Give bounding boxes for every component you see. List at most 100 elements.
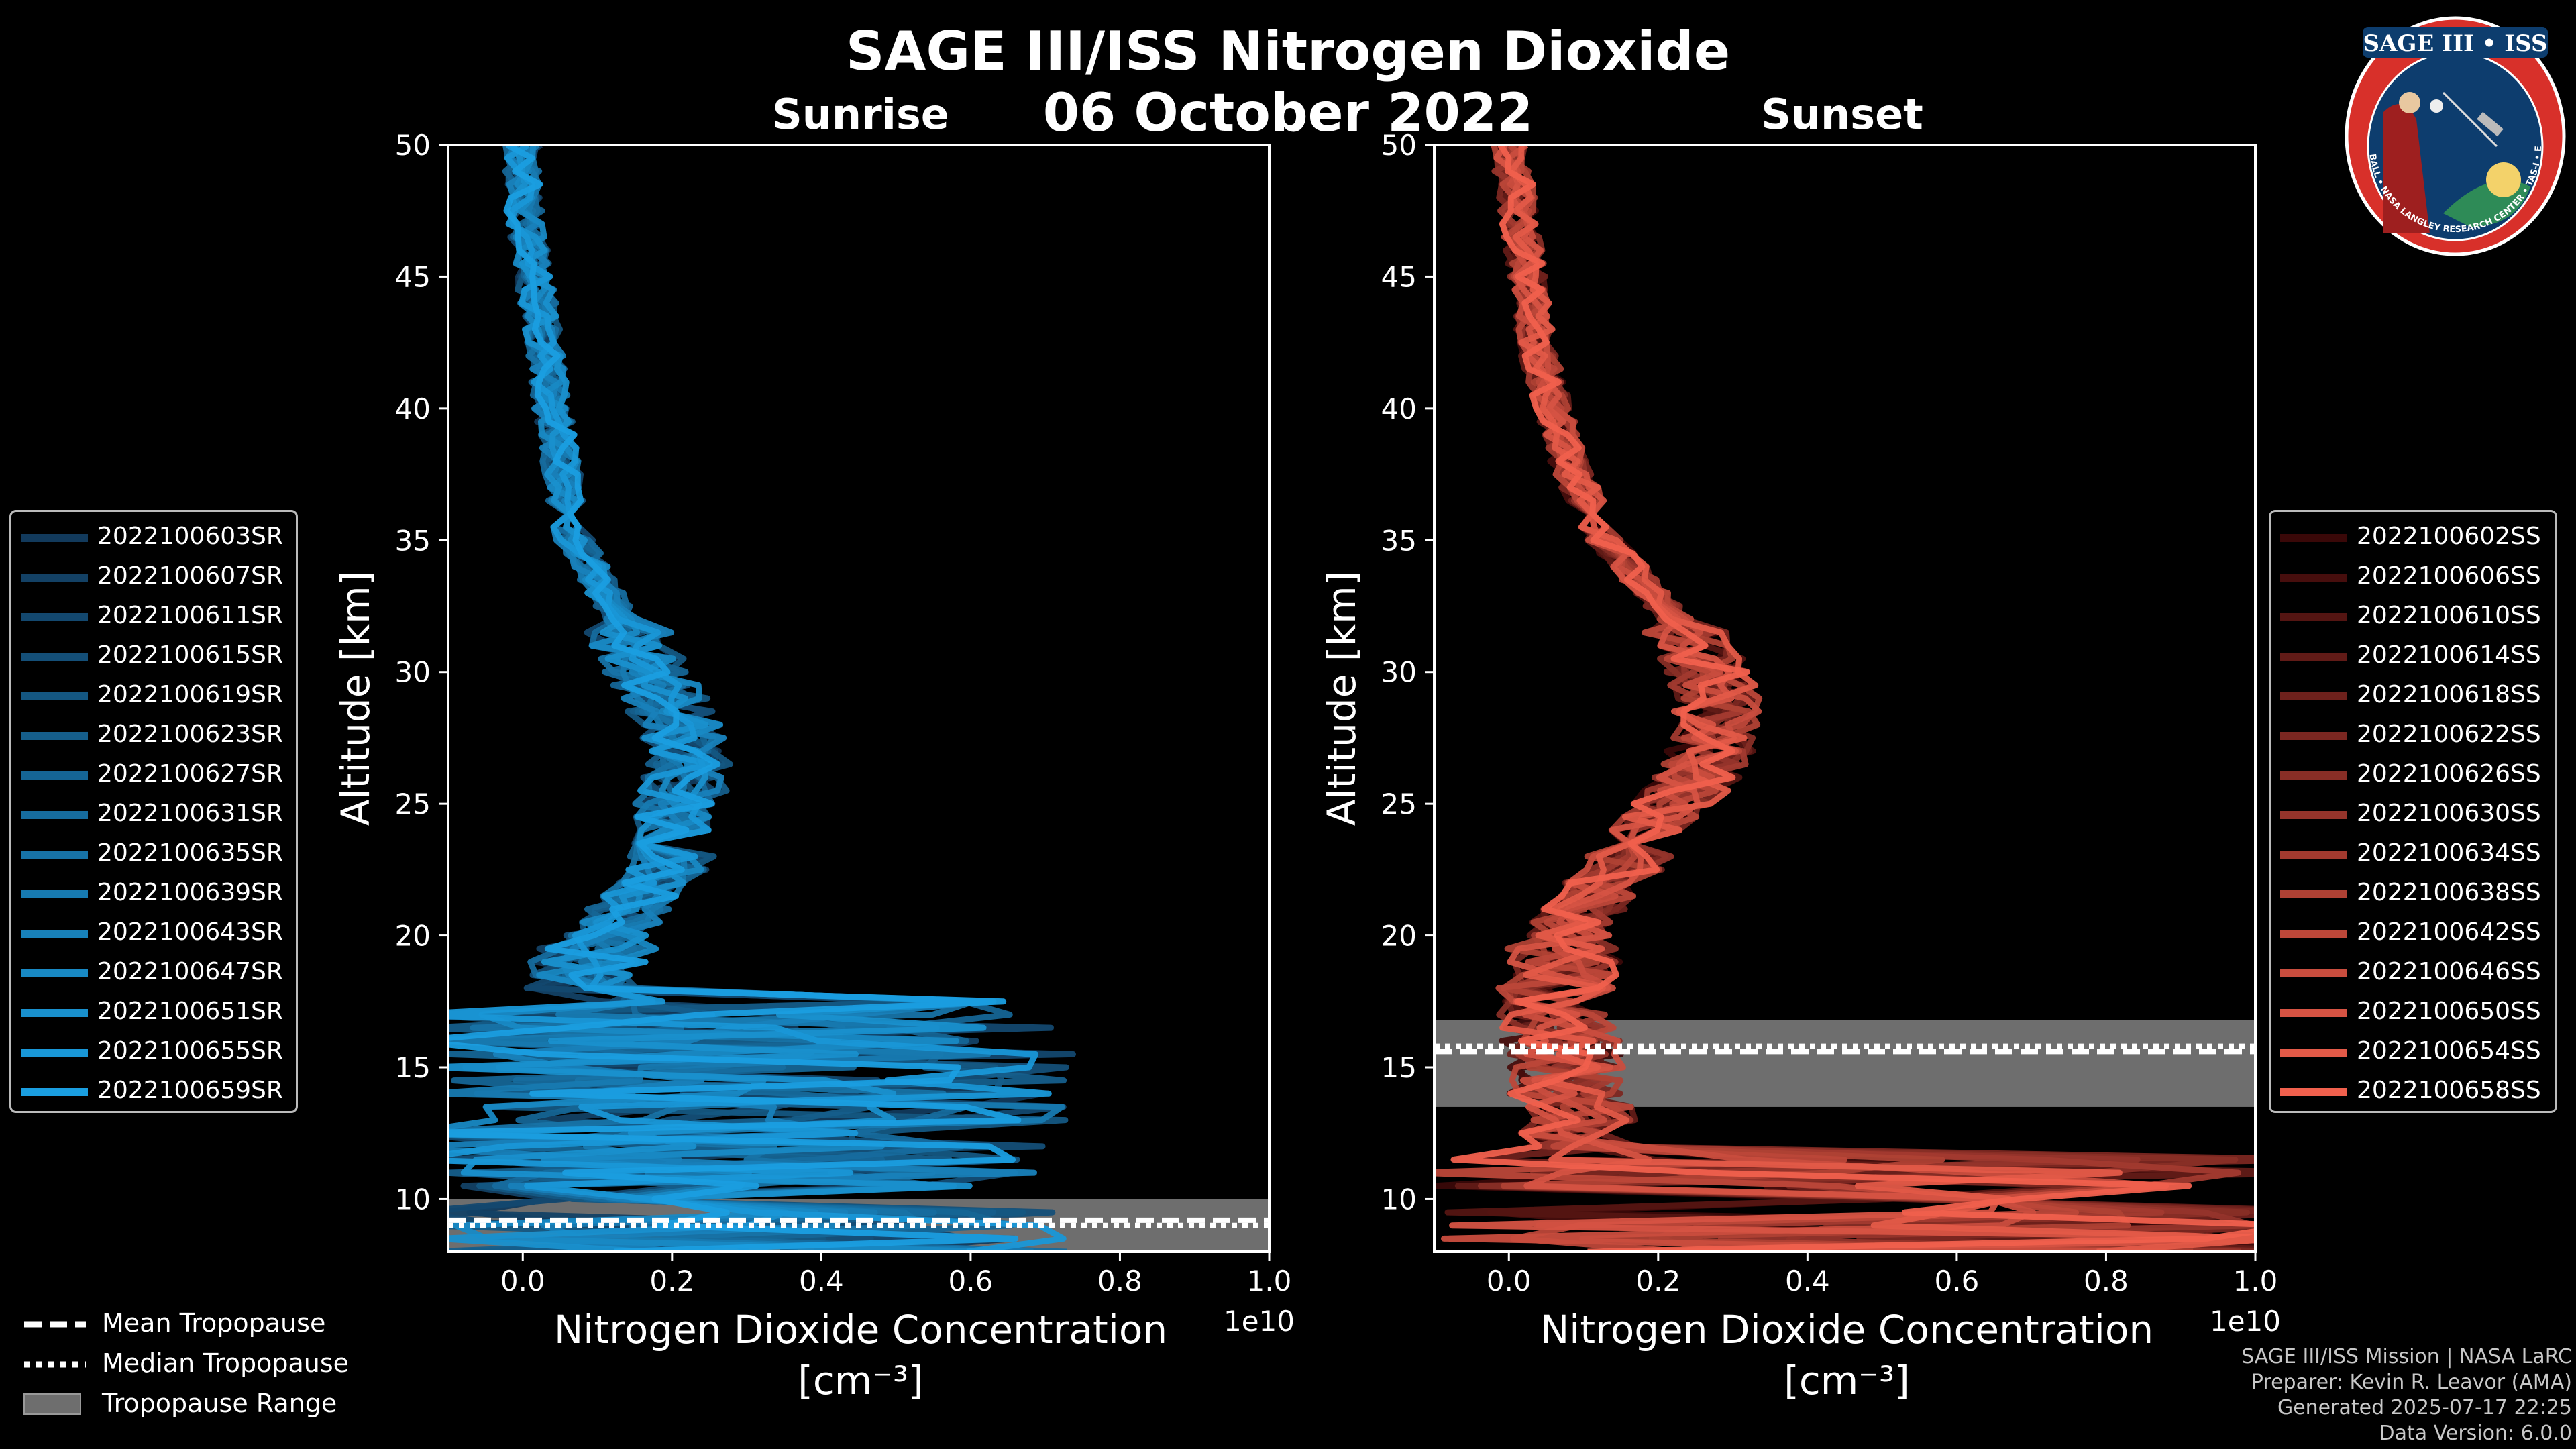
- legend-swatch: [2280, 969, 2347, 977]
- legend-label: 2022100643SR: [97, 918, 283, 946]
- footer-credits: SAGE III/ISS Mission | NASA LaRC Prepare…: [2241, 1344, 2572, 1446]
- sage-iii-mission-logo: SAGE III • ISS BALL • NASA LANGLEY RESEA…: [2343, 12, 2566, 256]
- legend-swatch: [21, 574, 88, 582]
- dashed-line-icon: [24, 1321, 86, 1328]
- legend-label: 2022100615SR: [97, 641, 283, 669]
- series-line-2022100654SS: [1499, 145, 2255, 1252]
- sunset-y-tick-label: 50: [1381, 129, 1417, 162]
- sunrise-x-tick-label: 0.0: [500, 1265, 545, 1297]
- sunrise-x-tick-label: 0.4: [799, 1265, 844, 1297]
- sunrise-x-tick-label: 1.0: [1247, 1265, 1292, 1297]
- legend-label: 2022100614SS: [2357, 641, 2541, 669]
- legend-label: 2022100650SS: [2357, 998, 2541, 1025]
- legend-swatch: [2280, 1088, 2347, 1096]
- sunset-y-tick-label: 10: [1381, 1183, 1417, 1216]
- sunset-y-tick-label: 45: [1381, 260, 1417, 293]
- sunset-x-tick-label: 0.8: [2084, 1265, 2129, 1297]
- legend-item: 2022100618SS: [2271, 677, 2555, 716]
- legend-label: 2022100618SS: [2357, 681, 2541, 708]
- legend-label: 2022100610SS: [2357, 602, 2541, 629]
- sunrise-y-tick-label: 15: [395, 1051, 431, 1084]
- legend-swatch: [21, 692, 88, 700]
- tropopause-legend: Mean Tropopause Median Tropopause Tropop…: [20, 1308, 423, 1436]
- sunset-y-tick-label: 35: [1381, 524, 1417, 557]
- legend-label: 2022100630SS: [2357, 800, 2541, 827]
- legend-item: 2022100603SR: [11, 519, 296, 557]
- legend-label: 2022100646SS: [2357, 958, 2541, 985]
- legend-swatch: [2280, 534, 2347, 542]
- legend-item: 2022100622SS: [2271, 716, 2555, 755]
- sunrise-legend: 2022100603SR 2022100607SR 2022100611SR 2022…: [9, 510, 298, 1113]
- legend-label: 2022100603SR: [97, 523, 283, 550]
- sunset-y-tick-label: 25: [1381, 788, 1417, 820]
- legend-item: 2022100650SS: [2271, 994, 2555, 1032]
- sunset-y-tick-label: 30: [1381, 656, 1417, 689]
- sunset-x-tick-label: 0.0: [1487, 1265, 1532, 1297]
- series-line-2022100631SR: [492, 145, 1067, 1252]
- legend-swatch: [21, 771, 88, 780]
- legend-swatch: [21, 969, 88, 977]
- legend-item: 2022100655SR: [11, 1033, 296, 1072]
- footer-generated: Generated 2025-07-17 22:25: [2277, 1396, 2572, 1419]
- legend-item: 2022100642SS: [2271, 914, 2555, 953]
- legend-item: 2022100611SR: [11, 598, 296, 637]
- footer-mission: SAGE III/ISS Mission | NASA LaRC: [2241, 1345, 2572, 1368]
- legend-swatch: [21, 811, 88, 819]
- legend-swatch: [2280, 574, 2347, 582]
- legend-label: 2022100606SS: [2357, 562, 2541, 590]
- series-line-2022100643SR: [448, 145, 1037, 1252]
- footer-version: Data Version: 6.0.0: [2379, 1421, 2572, 1445]
- series-line-2022100659SR: [448, 145, 1022, 1252]
- legend-label: 2022100602SS: [2357, 523, 2541, 550]
- legend-item: 2022100630SS: [2271, 796, 2555, 835]
- sunset-panel: 0.0 0.2 0.4 0.6 0.8 1.0 10 15 20 25 30 35 40 45 50 1e10…: [1319, 129, 2281, 1403]
- sunrise-x-tick-label: 0.8: [1097, 1265, 1142, 1297]
- legend-swatch: [21, 534, 88, 542]
- legend-label: 2022100647SR: [97, 958, 283, 985]
- legend-label: 2022100659SR: [97, 1077, 283, 1104]
- series-line-2022100651SR: [448, 145, 997, 1252]
- legend-swatch: [21, 613, 88, 621]
- series-line-2022100619SR: [448, 145, 1069, 1252]
- sunrise-plot-area: [448, 145, 1269, 1252]
- legend-swatch: [21, 1088, 88, 1096]
- legend-label: 2022100655SR: [97, 1037, 283, 1065]
- dotted-line-icon: [24, 1361, 86, 1368]
- sunset-x-axis-label: Nitrogen Dioxide Concentration: [1540, 1307, 2153, 1352]
- legend-tropopause-range: Tropopause Range: [20, 1389, 423, 1422]
- range-swatch-icon: [23, 1393, 81, 1415]
- sunset-y-tick-label: 20: [1381, 920, 1417, 953]
- series-line-2022100655SR: [448, 145, 1067, 1252]
- legend-item: 2022100614SS: [2271, 637, 2555, 676]
- legend-item: 2022100610SS: [2271, 598, 2555, 637]
- legend-item: 2022100631SR: [11, 796, 296, 835]
- sunset-y-tick-label: 40: [1381, 392, 1417, 425]
- legend-item: 2022100615SR: [11, 637, 296, 676]
- legend-item: 2022100626SS: [2271, 756, 2555, 795]
- figure-date: 06 October 2022: [1042, 83, 1534, 144]
- legend-swatch: [21, 1049, 88, 1057]
- figure-title: SAGE III/ISS Nitrogen Dioxide: [845, 20, 1731, 83]
- legend-swatch: [2280, 1009, 2347, 1017]
- sunrise-y-tick-label: 20: [395, 920, 431, 953]
- legend-item: 2022100602SS: [2271, 519, 2555, 557]
- legend-swatch: [2280, 771, 2347, 780]
- legend-item: 2022100607SR: [11, 558, 296, 597]
- legend-swatch: [21, 890, 88, 898]
- series-line-2022100642SS: [1434, 145, 2079, 1252]
- legend-label: 2022100651SR: [97, 998, 283, 1025]
- sunrise-panel: 0.0 0.2 0.4 0.6 0.8 1.0 10 15 20 25 30 35 40 45 50 1e10…: [333, 129, 1295, 1403]
- legend-item: 2022100638SS: [2271, 875, 2555, 914]
- legend-item: 2022100627SR: [11, 756, 296, 795]
- sunset-x-tick-label: 0.2: [1635, 1265, 1680, 1297]
- sunrise-x-tick-label: 0.2: [649, 1265, 694, 1297]
- legend-label: 2022100607SR: [97, 562, 283, 590]
- series-line-2022100658SS: [1450, 145, 2255, 1252]
- legend-label: 2022100654SS: [2357, 1037, 2541, 1065]
- sunrise-x-axis-unit: [cm⁻³]: [798, 1358, 924, 1403]
- legend-item: 2022100643SR: [11, 914, 296, 953]
- sunset-y-axis-label: Altitude [km]: [1319, 571, 1364, 826]
- legend-swatch: [2280, 851, 2347, 859]
- legend-swatch: [21, 851, 88, 859]
- legend-label: 2022100627SR: [97, 760, 283, 788]
